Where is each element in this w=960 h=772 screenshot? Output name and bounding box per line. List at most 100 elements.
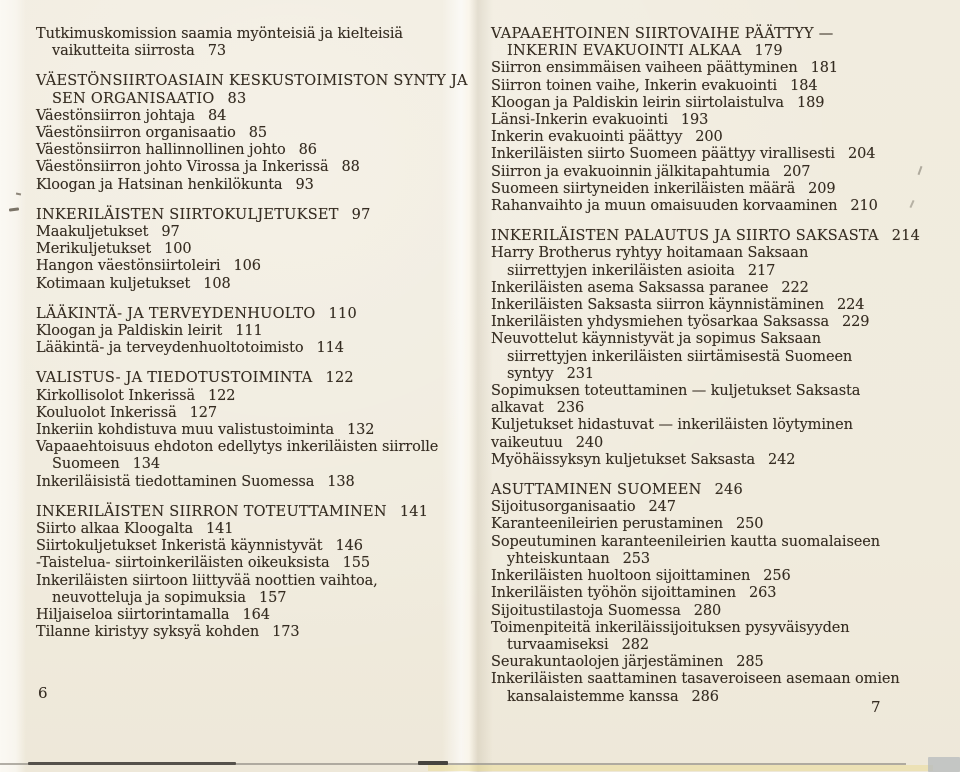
toc-entry-page-number: 256 (763, 568, 791, 585)
toc-line: Siirtokuljetukset Inkeristä käynnistyvät… (36, 538, 460, 555)
toc-line: Rahanvaihto ja muun omaisuuden korvaamin… (491, 198, 943, 215)
toc-section: LÄÄKINTÄ- JA TERVEYDENHUOLTO 110 Kloogan j… (36, 306, 460, 358)
toc-entry-page-number: 114 (316, 340, 344, 357)
toc-entry-title: Väestönsiirron johtaja (36, 107, 195, 124)
book-gutter (442, 0, 502, 772)
toc-entry-page-number: 88 (341, 159, 360, 176)
toc-entry-title: Merikuljetukset (36, 241, 152, 258)
toc-entry-title: LÄÄKINTÄ- JA TERVEYDENHUOLTO (36, 305, 316, 322)
toc-line: Siirron ensimmäisen vaiheen päättyminen 1… (491, 60, 943, 77)
toc-entry-title: INKERILÄISTEN PALAUTUS JA SIIRTO SAKSAST… (491, 228, 879, 245)
page-edge-left (0, 0, 26, 772)
toc-entry-title: Siirron ja evakuoinnin jälkitapahtumia (491, 163, 771, 180)
toc-entry-title: alkavat (491, 400, 544, 417)
toc-line: Siirron toinen vaihe, Inkerin evakuointi… (491, 78, 943, 95)
toc-line: Hangon väestönsiirtoleiri 106 (36, 258, 460, 275)
toc-entry-title: yhteiskuntaan (507, 550, 610, 567)
toc-line: VÄESTÖNSIIRTOASIAIN KESKUSTOIMISTON SYNT… (36, 73, 468, 90)
toc-entry-page-number: 242 (768, 451, 796, 468)
toc-entry-page-number: 132 (347, 422, 375, 439)
toc-entry-page-number: 141 (399, 503, 429, 520)
toc-entry-title: INKERILÄISTEN SIIRRON TOTEUTTAMINEN (36, 503, 387, 520)
toc-entry-title: Inkeriläisten siirtoon liittyvää noottie… (36, 572, 378, 589)
toc-entry-title: Inkeriläisten saattaminen tasaveroiseen … (491, 671, 900, 688)
toc-entry-title: Länsi-Inkerin evakuointi (491, 112, 668, 129)
toc-line: Sopimuksen toteuttaminen — kuljetukset S… (491, 383, 943, 400)
toc-entry-title: neuvotteluja ja sopimuksia (52, 589, 246, 606)
toc-line: Inkeriläisistä tiedottaminen Suomessa 138 (36, 474, 460, 491)
toc-line: Inkerin evakuointi päättyy 200 (491, 129, 943, 146)
toc-entry-page-number: 229 (842, 314, 870, 331)
toc-line: vaikutteita siirrosta 73 (36, 43, 460, 60)
toc-line: Länsi-Inkerin evakuointi 193 (491, 112, 943, 129)
toc-line: Inkeriläisten työhön sijoittaminen 263 (491, 585, 943, 602)
toc-section: VÄESTÖNSIIRTOASIAIN KESKUSTOIMISTON SYNT… (36, 73, 468, 193)
toc-entry-page-number: 84 (207, 107, 227, 124)
toc-entry-title: SEN ORGANISAATIO (52, 90, 215, 107)
toc-line: Tutkimuskomission saamia myönteisiä ja k… (36, 26, 460, 43)
scan-bottom-shadow (28, 762, 236, 765)
toc-line: Inkeriläisten asema Saksassa paranee 222 (491, 280, 943, 297)
toc-entry-title: Inkeriläisten työhön sijoittaminen (491, 585, 736, 602)
toc-entry-page-number: 73 (207, 43, 226, 60)
toc-line: Vapaaehtoisuus ehdoton edellytys inkeril… (36, 439, 460, 456)
toc-entry-title: Hiljaiseloa siirtorintamalla (36, 607, 230, 624)
toc-line: Väestönsiirron hallinnollinen johto 86 (36, 142, 460, 159)
toc-entry-title: VALISTUS- JA TIEDOTUSTOIMINTA (36, 370, 313, 387)
toc-entry-page-number: 286 (691, 688, 719, 705)
toc-entry-title: Kirkollisolot Inkerissä (36, 387, 196, 404)
toc-line: Inkeriläisten huoltoon sijoittaminen 256 (491, 568, 943, 585)
scan-corner-smudge (928, 757, 960, 772)
toc-line: Hiljaiseloa siirtorintamalla 164 (36, 607, 460, 624)
toc-line: VALISTUS- JA TIEDOTUSTOIMINTA 122 (36, 370, 460, 387)
toc-entry-title: kansalaistemme kanssa (507, 688, 679, 705)
toc-line: Karanteenileirien perustaminen 250 (491, 516, 943, 533)
toc-entry-page-number: 127 (189, 404, 218, 421)
toc-entry-title: Suomeen (52, 456, 120, 473)
toc-line: Kloogan ja Paldiskin leirit 111 (36, 323, 460, 340)
toc-entry-title: syntyy (507, 365, 554, 382)
toc-line: Neuvottelut käynnistyvät ja sopimus Saks… (491, 331, 943, 348)
toc-entry-title: Inkeriläisten siirto Suomeen päättyy vir… (491, 146, 835, 163)
toc-entry-title: Kloogan ja Paldiskin leirin siirtolaistu… (491, 94, 784, 111)
toc-entry-title: Inkeriläisistä tiedottaminen Suomessa (36, 473, 315, 490)
toc-entry-title: Maakuljetukset (36, 224, 149, 241)
toc-entry-title: Suomeen siirtyneiden inkeriläisten määrä (491, 180, 796, 197)
toc-line: Väestönsiirron organisaatio 85 (36, 125, 460, 142)
toc-line: Väestönsiirron johto Virossa ja Inkeriss… (36, 159, 460, 176)
toc-entry-page-number: 85 (248, 125, 268, 142)
toc-line: Siirto alkaa Kloogalta 141 (36, 521, 460, 538)
toc-line: Sopeutuminen karanteenileirien kautta su… (491, 534, 943, 551)
toc-entry-page-number: 240 (575, 434, 604, 451)
toc-line: Toimenpiteitä inkeriläissijoituksen pysy… (491, 620, 943, 637)
toc-entry-title: siirrettyjen inkeriläisten siirtämisestä… (507, 348, 853, 365)
toc-entry-page-number: 246 (714, 482, 743, 499)
toc-entry-title: INKERIN EVAKUOINTI ALKAA (507, 43, 742, 60)
toc-entry-title: Inkeriläisten yhdysmiehen työsarkaa Saks… (491, 314, 830, 331)
toc-entry-title: Väestönsiirron organisaatio (36, 125, 236, 142)
toc-entry-title: Harry Brotherus ryhtyy hoitamaan Saksaan (491, 245, 809, 262)
toc-entry-title: Tilanne kiristyy syksyä kohden (36, 624, 260, 641)
toc-line: Kouluolot Inkerissä 127 (36, 405, 460, 422)
toc-line: yhteiskuntaan 253 (491, 551, 943, 568)
toc-entry-title: Toimenpiteitä inkeriläissijoituksen pysy… (491, 619, 850, 636)
toc-entry-title: INKERILÄISTEN SIIRTOKULJETUKSET (36, 206, 339, 223)
toc-line: Kirkollisolot Inkerissä 122 (36, 388, 460, 405)
toc-line: Inkeriläisten Saksasta siirron käynnistä… (491, 297, 943, 314)
toc-entry-title: VAPAAEHTOINEN SIIRTOVAIHE PÄÄTTYY — (491, 26, 834, 42)
toc-entry-page-number: 86 (298, 142, 317, 159)
toc-entry-page-number: 134 (132, 456, 160, 473)
toc-line: Myöhäissyksyn kuljetukset Saksasta 242 (491, 452, 943, 469)
toc-line: Kloogan ja Paldiskin leirin siirtolaistu… (491, 95, 943, 112)
toc-entry-title: -Taistelua- siirtoinkeriläisten oikeuksi… (36, 555, 330, 572)
page-number-right: 7 (871, 698, 881, 716)
toc-entry-title: VÄESTÖNSIIRTOASIAIN KESKUSTOIMISTON SYNT… (36, 73, 468, 90)
toc-entry-title: Seurakuntaolojen järjestäminen (491, 654, 724, 671)
toc-entry-title: Kloogan ja Hatsinan henkilökunta (36, 176, 283, 193)
toc-entry-title: Inkeriin kohdistuva muu valistustoiminta (36, 422, 335, 439)
toc-entry-page-number: 155 (342, 555, 370, 572)
toc-entry-page-number: 141 (206, 521, 234, 538)
toc-section: ASUTTAMINEN SUOMEEN 246 Sijoitusorganisaat… (491, 482, 943, 706)
toc-line: Kotimaan kuljetukset 108 (36, 276, 460, 293)
toc-entry-title: Hangon väestönsiirtoleiri (36, 258, 221, 275)
